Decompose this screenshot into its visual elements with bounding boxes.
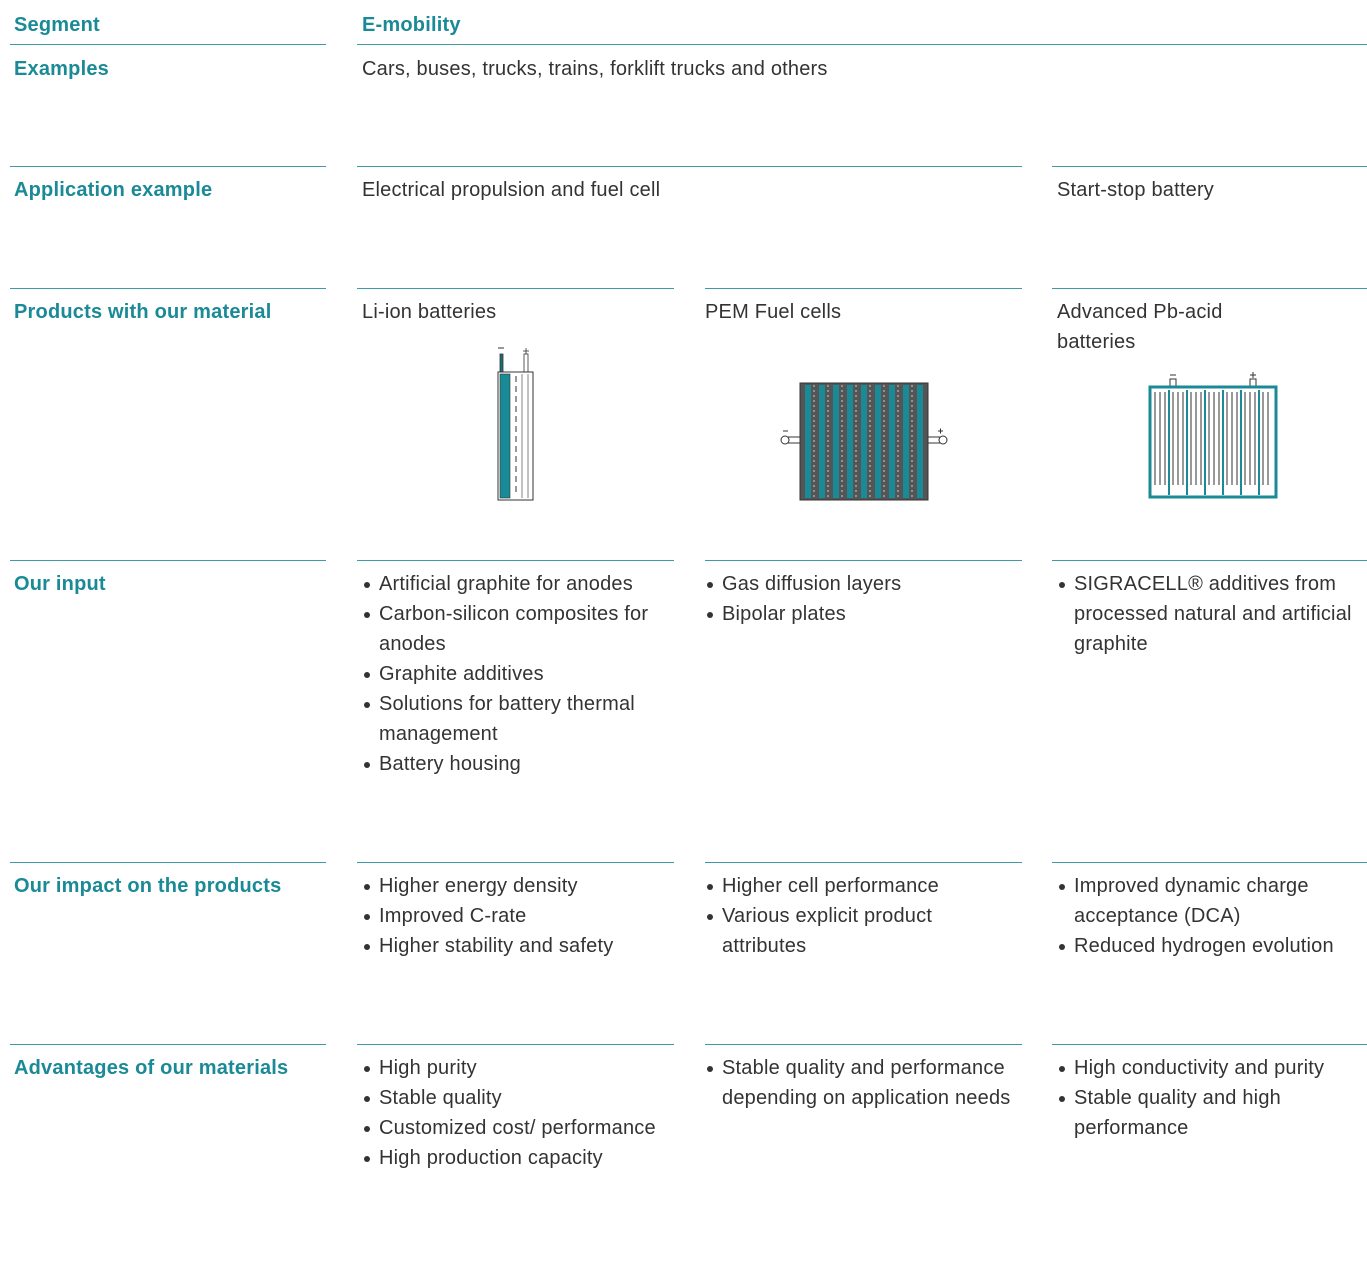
row-rule (357, 1044, 674, 1045)
bullet-item: Solutions for battery thermal management (362, 689, 672, 749)
bullet-item: High conductivity and purity (1057, 1053, 1367, 1083)
row-rule (1052, 1044, 1367, 1045)
bullet-item: Stable quality and performance depending… (705, 1053, 1015, 1113)
row-rule (357, 560, 674, 561)
bullet-item: Battery housing (362, 749, 672, 779)
bullet-item: Stable quality (362, 1083, 672, 1113)
row-rule (357, 862, 674, 863)
bullet-list: High purity Stable quality Customized cost… (362, 1053, 672, 1173)
row-rule (705, 560, 1022, 561)
row-rule (10, 166, 326, 167)
row-label: Advantages of our materials (14, 1057, 289, 1079)
row-rule (357, 288, 674, 289)
bullet-item: Gas diffusion layers (705, 569, 1015, 599)
row-rule (357, 166, 1022, 167)
bullet-item: Higher energy density (362, 871, 672, 901)
bullet-item: Various explicit product attributes (705, 901, 1015, 961)
cell-text: PEM Fuel cells (705, 301, 842, 323)
bullet-item: Customized cost/ performance (362, 1113, 672, 1143)
bullet-list: High conductivity and purity Stable quali… (1057, 1053, 1367, 1143)
row-rule (10, 44, 326, 45)
bullet-item: Higher cell performance (705, 871, 1015, 901)
row-rule (705, 288, 1022, 289)
row-rule (705, 1044, 1022, 1045)
bullet-list: Artificial graphite for anodes Carbon-sil… (362, 569, 672, 779)
row-rule (357, 44, 1367, 45)
bullet-list: SIGRACELL® additives from processed natu… (1057, 569, 1367, 659)
cell-text: Cars, buses, trucks, trains, forklift tr… (362, 58, 828, 80)
bullet-item: SIGRACELL® additives from processed natu… (1057, 569, 1367, 659)
bullet-list: Stable quality and performance depending… (705, 1053, 1015, 1113)
li-ion-icon (497, 347, 534, 501)
cell-text: Advanced Pb-acid batteries (1057, 301, 1223, 353)
bullet-item: High production capacity (362, 1143, 672, 1173)
pb-acid-icon (1148, 372, 1278, 499)
row-label: Our impact on the products (14, 875, 282, 897)
row-rule (1052, 560, 1367, 561)
row-rule (705, 862, 1022, 863)
row-label: Examples (14, 58, 109, 80)
row-rule (10, 862, 326, 863)
header-label: Segment (14, 14, 100, 36)
bullet-list: Improved dynamic charge acceptance (DCA)… (1057, 871, 1367, 961)
row-rule (1052, 862, 1367, 863)
pem-icon (780, 382, 948, 501)
row-label: Application example (14, 179, 213, 201)
row-rule (10, 1044, 326, 1045)
row-rule (10, 560, 326, 561)
bullet-item: Graphite additives (362, 659, 672, 689)
bullet-item: Bipolar plates (705, 599, 1015, 629)
bullet-item: Reduced hydrogen evolution (1057, 931, 1367, 961)
cell-text: Electrical propulsion and fuel cell (362, 179, 661, 201)
bullet-item: Higher stability and safety (362, 931, 672, 961)
bullet-list: Higher energy density Improved C-rate High… (362, 871, 672, 961)
header-value: E-mobility (362, 14, 461, 36)
bullet-item: Stable quality and high performance (1057, 1083, 1367, 1143)
row-rule (10, 288, 326, 289)
row-label: Our input (14, 573, 106, 595)
bullet-item: High purity (362, 1053, 672, 1083)
row-rule (1052, 288, 1367, 289)
row-label: Products with our material (14, 301, 272, 323)
cell-text: Li-ion batteries (362, 301, 497, 323)
cell-text: Start-stop battery (1057, 179, 1214, 201)
row-rule (1052, 166, 1367, 167)
bullet-item: Artificial graphite for anodes (362, 569, 672, 599)
bullet-list: Gas diffusion layers Bipolar plates (705, 569, 1015, 629)
bullet-item: Carbon-silicon composites for anodes (362, 599, 672, 659)
bullet-item: Improved dynamic charge acceptance (DCA) (1057, 871, 1367, 931)
bullet-item: Improved C-rate (362, 901, 672, 931)
bullet-list: Higher cell performance Various explicit … (705, 871, 1015, 961)
